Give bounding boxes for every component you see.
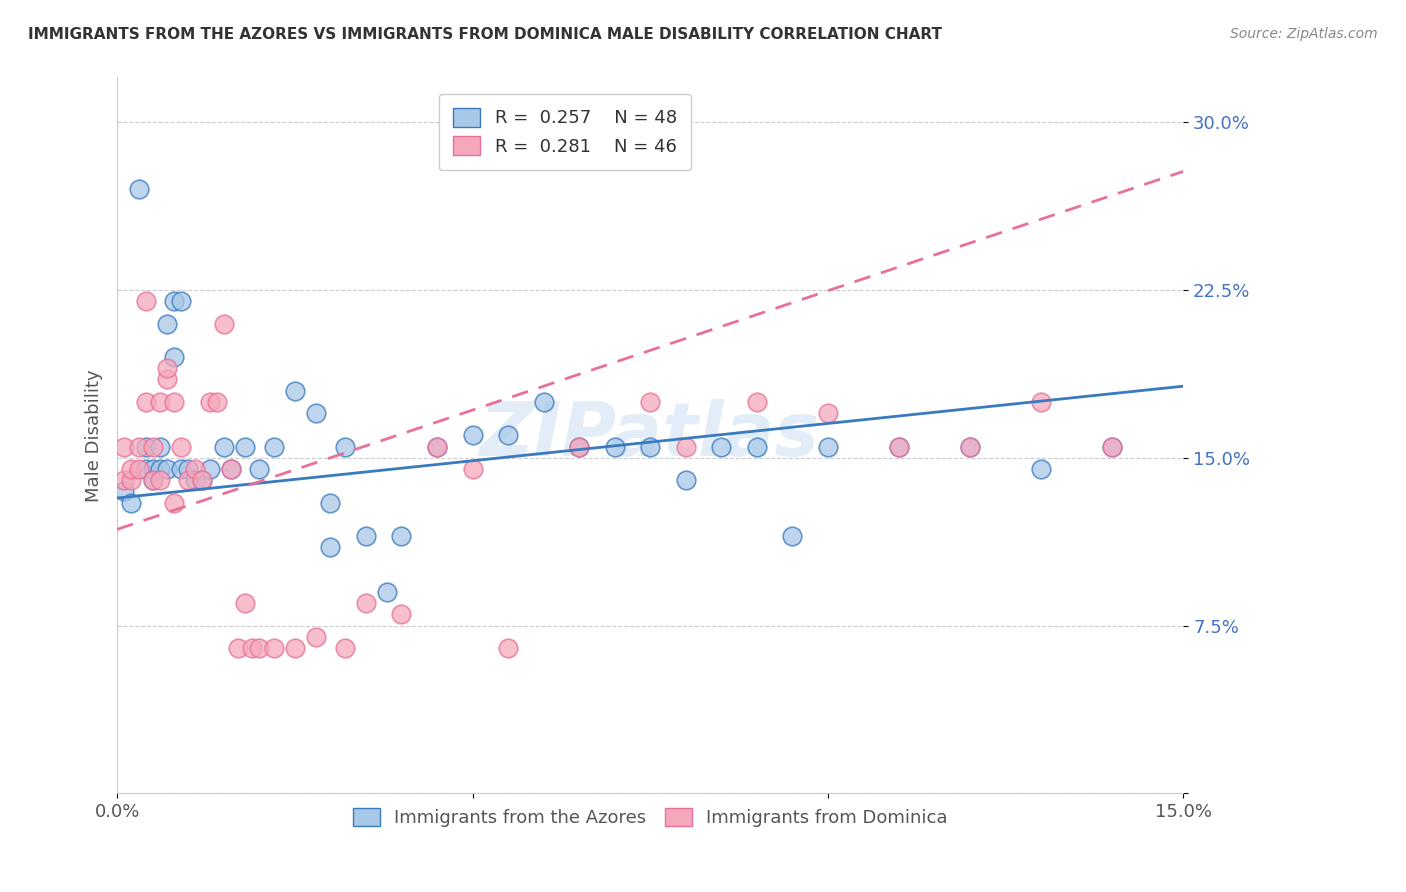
Point [745, 394, 768, 409]
Point [638, 394, 661, 409]
Point [568, 440, 591, 454]
Point [156, 372, 179, 386]
Point [142, 462, 165, 476]
Point [782, 529, 804, 543]
Point [333, 640, 356, 655]
Point [120, 462, 142, 476]
Point [284, 640, 307, 655]
Point [375, 585, 398, 599]
Point [219, 462, 242, 476]
Point [426, 440, 449, 454]
Point [135, 462, 157, 476]
Point [247, 640, 270, 655]
Point [163, 350, 186, 364]
Point [205, 394, 228, 409]
Point [212, 440, 235, 454]
Point [149, 394, 172, 409]
Point [198, 394, 221, 409]
Point [163, 495, 186, 509]
Y-axis label: Male Disability: Male Disability [86, 369, 103, 501]
Point [156, 361, 179, 376]
Point [887, 440, 910, 454]
Point [142, 473, 165, 487]
Point [149, 462, 172, 476]
Point [233, 440, 256, 454]
Point [128, 462, 150, 476]
Point [426, 440, 449, 454]
Point [959, 440, 981, 454]
Point [1031, 462, 1053, 476]
Point [191, 473, 214, 487]
Point [135, 294, 157, 309]
Point [354, 529, 377, 543]
Point [128, 440, 150, 454]
Point [128, 182, 150, 196]
Point [212, 317, 235, 331]
Point [120, 495, 142, 509]
Point [149, 473, 172, 487]
Point [177, 473, 200, 487]
Point [319, 495, 342, 509]
Point [112, 484, 135, 499]
Point [817, 440, 839, 454]
Point [170, 294, 193, 309]
Point [120, 473, 142, 487]
Point [533, 394, 555, 409]
Point [263, 640, 285, 655]
Point [112, 473, 135, 487]
Point [461, 428, 484, 442]
Point [219, 462, 242, 476]
Point [191, 473, 214, 487]
Point [184, 462, 207, 476]
Point [817, 406, 839, 420]
Point [391, 607, 413, 622]
Point [135, 440, 157, 454]
Text: Source: ZipAtlas.com: Source: ZipAtlas.com [1230, 27, 1378, 41]
Point [247, 462, 270, 476]
Point [391, 529, 413, 543]
Point [887, 440, 910, 454]
Point [226, 640, 249, 655]
Point [1101, 440, 1123, 454]
Text: ZIPatlas: ZIPatlas [481, 399, 820, 472]
Legend: Immigrants from the Azores, Immigrants from Dominica: Immigrants from the Azores, Immigrants f… [346, 801, 955, 834]
Point [135, 394, 157, 409]
Point [184, 473, 207, 487]
Point [156, 317, 179, 331]
Point [333, 440, 356, 454]
Point [1101, 440, 1123, 454]
Point [603, 440, 626, 454]
Point [305, 406, 328, 420]
Point [745, 440, 768, 454]
Point [170, 462, 193, 476]
Point [156, 462, 179, 476]
Text: IMMIGRANTS FROM THE AZORES VS IMMIGRANTS FROM DOMINICA MALE DISABILITY CORRELATI: IMMIGRANTS FROM THE AZORES VS IMMIGRANTS… [28, 27, 942, 42]
Point [142, 440, 165, 454]
Point [240, 640, 263, 655]
Point [496, 428, 519, 442]
Point [354, 596, 377, 610]
Point [675, 473, 697, 487]
Point [496, 640, 519, 655]
Point [198, 462, 221, 476]
Point [263, 440, 285, 454]
Point [284, 384, 307, 398]
Point [163, 394, 186, 409]
Point [461, 462, 484, 476]
Point [675, 440, 697, 454]
Point [1031, 394, 1053, 409]
Point [305, 630, 328, 644]
Point [638, 440, 661, 454]
Point [142, 473, 165, 487]
Point [233, 596, 256, 610]
Point [163, 294, 186, 309]
Point [710, 440, 733, 454]
Point [170, 440, 193, 454]
Point [319, 541, 342, 555]
Point [959, 440, 981, 454]
Point [568, 440, 591, 454]
Point [177, 462, 200, 476]
Point [149, 440, 172, 454]
Point [112, 440, 135, 454]
